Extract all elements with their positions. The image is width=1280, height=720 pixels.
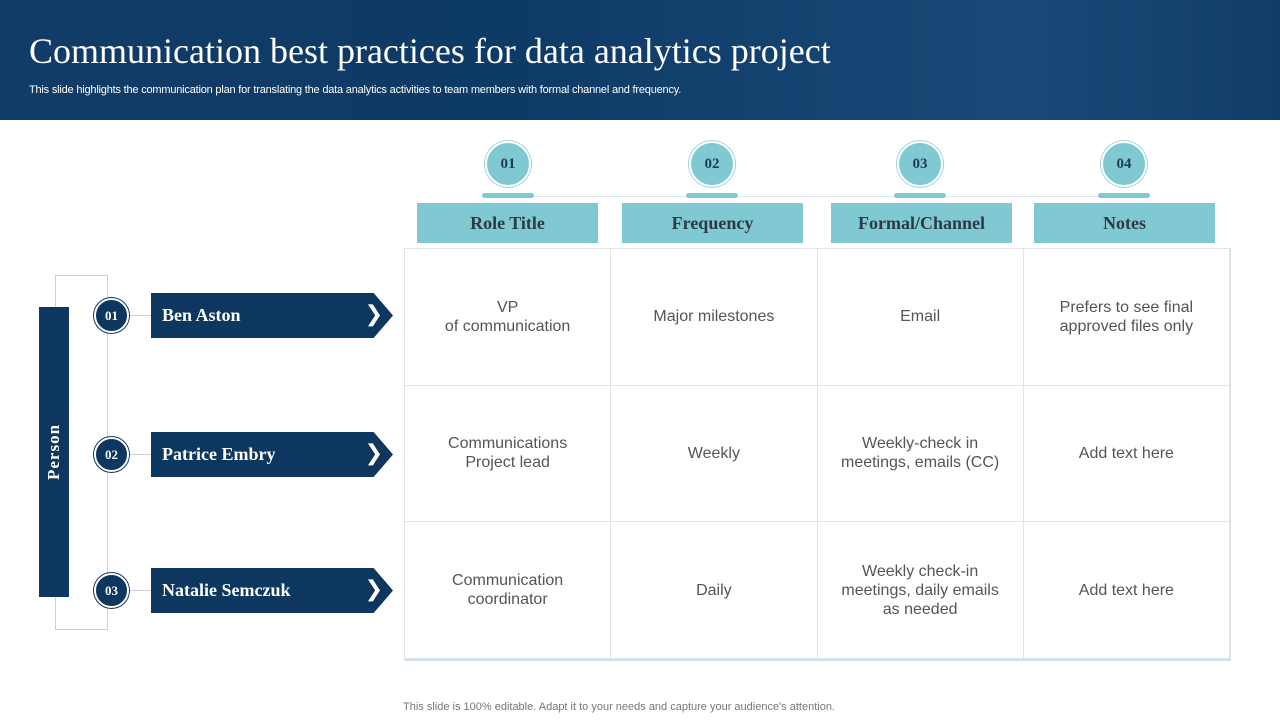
column-tick — [1098, 193, 1150, 198]
practices-table: VP of communication Major milestones Email… — [404, 248, 1231, 661]
chevron-right-icon: ❯ — [364, 302, 383, 327]
column-number-badge: 02 — [689, 141, 735, 187]
person-number-badge: 01 — [94, 298, 129, 333]
header-banner: Communication best practices for data an… — [0, 0, 1280, 120]
page-title: Communication best practices for data an… — [29, 31, 831, 71]
table-cell: Add text here — [1023, 522, 1230, 659]
table-cell: Major milestones — [611, 249, 818, 386]
footer-note: This slide is 100% editable. Adapt it to… — [403, 701, 835, 713]
person-number-badge: 03 — [94, 573, 129, 608]
table-cell: Daily — [611, 522, 818, 659]
table-cell: Email — [817, 249, 1024, 386]
table-cell: Weekly — [611, 385, 818, 523]
connector-line — [129, 315, 151, 316]
column-tick — [686, 193, 738, 198]
table-cell: Weekly check-in meetings, daily emails a… — [817, 522, 1024, 659]
person-name: Patrice Embry — [162, 444, 276, 464]
column-number-badge: 03 — [897, 141, 943, 187]
column-header: Frequency — [622, 203, 803, 243]
table-cell: Add text here — [1023, 385, 1230, 523]
column-number-badge: 01 — [485, 141, 531, 187]
table-cell: Communications Project lead — [405, 385, 612, 523]
column-header: Formal/Channel — [831, 203, 1012, 243]
chevron-right-icon: ❯ — [364, 577, 383, 602]
column-header: Role Title — [417, 203, 598, 243]
connector-line — [129, 590, 151, 591]
person-label: Person — [44, 423, 64, 481]
person-label-bar: Person — [39, 307, 69, 597]
person-number-badge: 02 — [94, 437, 129, 472]
table-cell: Prefers to see final approved files only — [1023, 249, 1230, 386]
connector-line — [129, 454, 151, 455]
column-header: Notes — [1034, 203, 1215, 243]
person-arrow: Patrice Embry ❯ — [151, 432, 393, 477]
person-name: Natalie Semczuk — [162, 580, 291, 600]
column-tick — [894, 193, 946, 198]
person-arrow: Ben Aston ❯ — [151, 293, 393, 338]
table-cell: Weekly-check in meetings, emails (CC) — [817, 385, 1024, 523]
chevron-right-icon: ❯ — [364, 441, 383, 466]
column-tick — [482, 193, 534, 198]
page-subtitle: This slide highlights the communication … — [29, 84, 682, 96]
person-name: Ben Aston — [162, 305, 241, 325]
table-cell: VP of communication — [405, 249, 612, 386]
column-number-badge: 04 — [1101, 141, 1147, 187]
table-cell: Communication coordinator — [405, 522, 612, 659]
divider — [508, 196, 1124, 197]
person-arrow: Natalie Semczuk ❯ — [151, 568, 393, 613]
